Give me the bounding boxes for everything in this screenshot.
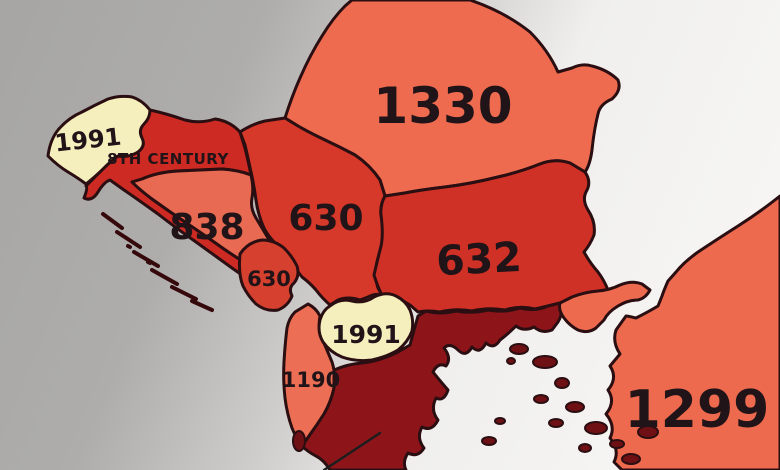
label-north-macedonia-year: 1991 [331,320,401,349]
island [506,357,516,365]
label-montenegro-year: 630 [247,267,291,291]
island [548,418,564,428]
country-bosnia [130,167,272,270]
island [554,377,570,389]
island [146,260,152,265]
greek-islands [292,343,659,465]
island [126,244,132,249]
island [190,299,214,312]
island [494,417,506,425]
label-bulgaria-year: 632 [435,233,523,285]
island [609,439,625,449]
island [533,394,549,404]
island [509,343,529,355]
label-serbia-year: 630 [288,198,363,239]
country-turkey-europe [558,280,652,334]
island [115,230,142,249]
island [132,250,160,268]
island [101,212,124,230]
country-slovenia [46,94,152,186]
island [637,425,659,439]
country-serbia [238,116,387,307]
country-north-macedonia [317,292,415,363]
label-albania-year: 1190 [282,368,340,392]
island [621,453,641,465]
label-slovenia-year: 1991 [53,123,122,158]
country-greece [300,301,564,470]
label-croatia-year: 8TH CENTURY [107,150,229,168]
label-romania-year: 1330 [373,77,512,135]
island [565,401,585,413]
island [292,430,306,452]
country-montenegro [237,238,300,312]
island [578,443,592,453]
label-turkey-year: 1299 [625,380,770,440]
island [532,355,558,369]
croatian-islands [101,212,214,312]
island [584,421,608,435]
pointer-line [322,431,382,470]
country-turkey-anatolia [604,194,780,470]
island [481,436,497,446]
island [150,268,179,286]
label-bosnia-year: 838 [169,207,244,248]
island [170,285,198,301]
